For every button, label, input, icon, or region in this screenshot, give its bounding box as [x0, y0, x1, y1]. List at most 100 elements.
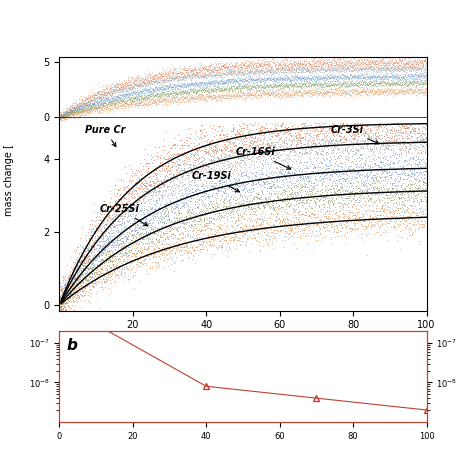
Point	[381, 78, 388, 86]
Point	[167, 225, 174, 232]
Point	[246, 84, 254, 92]
Point	[244, 82, 252, 90]
Point	[385, 65, 393, 73]
Point	[78, 312, 85, 320]
Point	[289, 133, 297, 141]
Point	[186, 248, 193, 256]
Point	[214, 153, 221, 161]
Point	[366, 196, 374, 203]
Point	[124, 275, 132, 283]
Point	[221, 233, 228, 241]
Point	[191, 82, 199, 90]
Point	[254, 67, 261, 75]
Point	[378, 204, 385, 212]
Point	[246, 142, 254, 150]
Point	[326, 214, 334, 222]
Point	[246, 64, 253, 71]
Point	[356, 56, 363, 64]
Point	[359, 87, 367, 94]
Point	[406, 77, 413, 85]
Point	[176, 81, 183, 89]
Point	[233, 63, 240, 71]
Point	[262, 64, 270, 72]
Point	[144, 220, 152, 228]
Point	[222, 91, 230, 98]
Point	[389, 62, 397, 69]
Point	[219, 242, 226, 249]
Point	[338, 74, 346, 82]
Point	[160, 88, 168, 96]
Point	[124, 82, 131, 89]
Point	[178, 75, 186, 83]
Point	[332, 82, 340, 89]
Point	[118, 219, 126, 227]
Point	[337, 67, 344, 74]
Point	[375, 64, 383, 72]
Point	[310, 71, 317, 79]
Point	[168, 224, 176, 232]
Point	[182, 241, 189, 249]
Point	[72, 266, 79, 274]
Point	[86, 239, 93, 246]
Point	[420, 143, 428, 151]
Point	[243, 91, 251, 98]
Point	[208, 66, 216, 73]
Point	[143, 189, 150, 196]
Point	[128, 73, 136, 81]
Point	[137, 199, 145, 206]
Point	[361, 88, 368, 95]
Point	[75, 107, 82, 114]
Point	[199, 210, 207, 218]
Point	[95, 270, 102, 277]
Point	[210, 242, 218, 249]
Point	[202, 84, 210, 91]
Point	[252, 76, 259, 83]
Point	[68, 280, 75, 287]
Point	[141, 91, 149, 99]
Point	[251, 225, 258, 233]
Point	[152, 207, 159, 214]
Point	[397, 146, 404, 154]
Point	[333, 160, 341, 168]
Point	[206, 87, 214, 94]
Point	[301, 66, 309, 74]
Point	[330, 177, 337, 184]
Point	[94, 252, 101, 259]
Point	[356, 81, 364, 88]
Point	[97, 280, 105, 287]
Point	[155, 183, 162, 191]
Point	[271, 226, 278, 234]
Point	[172, 99, 179, 106]
Point	[374, 132, 381, 140]
Point	[228, 62, 236, 69]
Point	[341, 62, 348, 69]
Point	[93, 104, 100, 111]
Point	[268, 59, 276, 66]
Point	[293, 61, 301, 68]
Point	[239, 225, 246, 233]
Point	[219, 225, 226, 233]
Point	[419, 62, 426, 70]
Point	[404, 215, 411, 223]
Point	[310, 219, 317, 227]
Point	[157, 83, 165, 91]
Point	[373, 73, 381, 81]
Point	[153, 77, 160, 84]
Point	[325, 81, 333, 89]
Point	[74, 110, 82, 118]
Point	[264, 198, 271, 206]
Point	[415, 89, 423, 97]
Point	[289, 57, 297, 65]
Point	[391, 75, 399, 83]
Point	[170, 179, 178, 187]
Point	[265, 232, 273, 240]
Point	[325, 201, 332, 209]
Point	[121, 210, 129, 218]
Point	[223, 207, 231, 215]
Point	[402, 225, 410, 233]
Point	[297, 176, 305, 183]
Point	[279, 194, 287, 202]
Point	[80, 254, 88, 262]
Point	[363, 87, 370, 94]
Point	[394, 157, 402, 164]
